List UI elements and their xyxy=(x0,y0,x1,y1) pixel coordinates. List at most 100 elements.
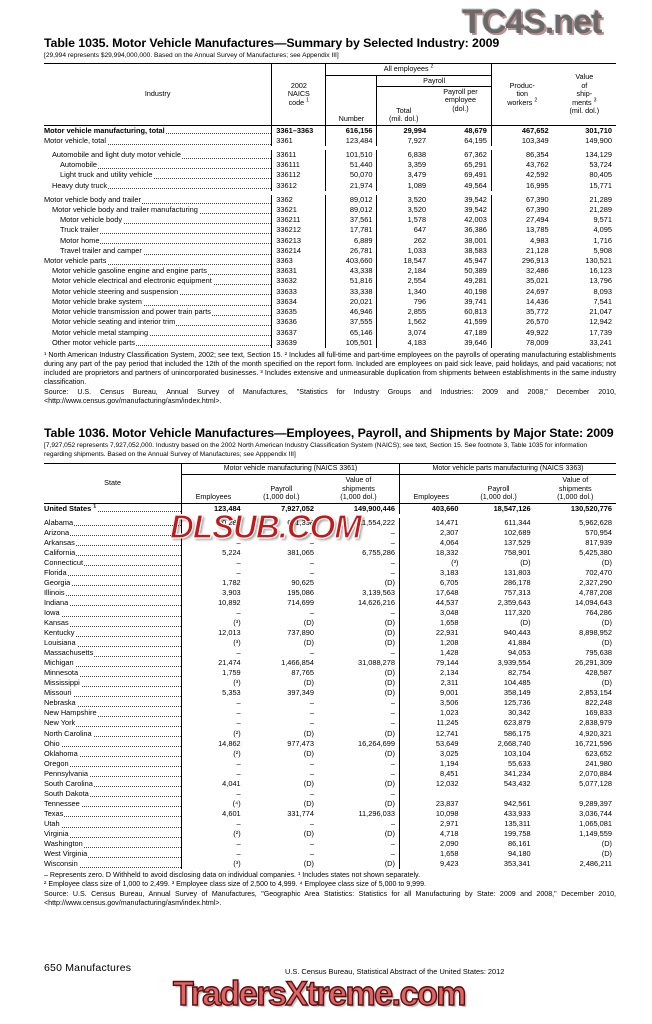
mv-employees: – xyxy=(181,788,245,799)
parts-employees: 2,090 xyxy=(398,839,463,850)
parts-shipments: 5,077,128 xyxy=(579,778,612,788)
payroll-total: 2,554 xyxy=(376,276,431,287)
value-of-shipments: 130,521 xyxy=(585,256,612,266)
state-label: Ohio xyxy=(44,738,182,749)
table-row: Virginia (²) (D) (D) 4,718 199,758 1,149,559 xyxy=(44,829,616,840)
table-row: Georgia 1,782 90,625 (D) 6,705 286,178 2,327,2… xyxy=(44,577,616,588)
mv-shipments: (D) xyxy=(384,798,395,808)
parts-payroll: 104,485 xyxy=(503,678,531,688)
naics-code: 3361–3363 xyxy=(271,125,326,136)
parts-shipments: 26,291,309 xyxy=(575,658,612,668)
parts-employees: 3,025 xyxy=(398,748,463,759)
mv-payroll: 661,398 xyxy=(287,517,315,527)
mv-shipments: – xyxy=(390,698,395,708)
state-label: South Dakota xyxy=(44,788,182,799)
state-label: Kansas xyxy=(44,618,182,628)
parts-shipments: 764,286 xyxy=(585,607,612,617)
mv-payroll: – xyxy=(309,788,315,798)
row-label: Other motor vehicle parts xyxy=(44,337,272,348)
state-label: Tennessee xyxy=(44,798,182,809)
production-workers: 35,021 xyxy=(490,276,553,287)
naics-code: 33637 xyxy=(271,327,326,338)
mv-employees: 5,353 xyxy=(181,688,245,699)
mv-shipments: 3,139,563 xyxy=(362,587,395,597)
mv-employees: (³) xyxy=(181,618,245,629)
header-naics: 2002 NAICS code 1 xyxy=(271,63,326,126)
mv-shipments: 6,755,286 xyxy=(362,547,395,557)
parts-shipments: 3,036,744 xyxy=(579,808,612,818)
parts-employees: 8,451 xyxy=(398,768,463,779)
parts-employees: 2,134 xyxy=(398,668,463,679)
value-of-shipments: 17,739 xyxy=(589,327,612,337)
payroll-per-employee: 67,362 xyxy=(464,150,487,160)
table-row: Motor vehicle, total 3361 123,484 7,927 64,1… xyxy=(44,135,616,147)
state-label: Iowa xyxy=(44,607,182,618)
naics-code: 336211 xyxy=(271,215,326,226)
parts-employees: 10,098 xyxy=(398,808,463,819)
parts-payroll: 18,547,126 xyxy=(493,503,531,513)
mv-employees: – xyxy=(181,537,245,548)
value-of-shipments: 149,900 xyxy=(585,135,612,145)
mv-shipments: (D) xyxy=(384,577,395,587)
value-of-shipments: 21,047 xyxy=(589,307,612,317)
header-group-motor-vehicle-parts-mfg: Motor vehicle parts manufacturing (NAICS… xyxy=(398,463,616,476)
mv-payroll: 1,466,854 xyxy=(281,658,315,668)
table-row: Wisconsin (³) (D) (D) 9,423 353,341 2,486,211 xyxy=(44,859,616,870)
payroll-per-employee: 40,198 xyxy=(464,286,487,296)
header-spacer xyxy=(430,114,491,125)
naics-code: 33636 xyxy=(271,317,326,328)
production-workers: 78,009 xyxy=(490,337,553,348)
parts-shipments: 4,920,321 xyxy=(579,728,612,738)
production-workers: 32,486 xyxy=(490,266,553,277)
mv-payroll: 7,927,052 xyxy=(281,503,315,513)
value-of-shipments: 15,771 xyxy=(589,180,612,190)
naics-code: 33632 xyxy=(271,276,326,287)
mv-employees: 5,224 xyxy=(181,547,245,558)
mv-shipments: 149,900,446 xyxy=(353,503,395,513)
table-row: Missouri 5,353 397,349 (D) 9,001 358,149 2,853… xyxy=(44,688,616,699)
value-of-shipments: 301,710 xyxy=(585,125,612,135)
table-row: Indiana 10,892 714,699 14,626,216 44,537 2,35… xyxy=(44,597,616,608)
table-row: Oregon – – –1,194 55,633 241,980 xyxy=(44,758,616,769)
production-workers: 42,592 xyxy=(490,170,553,181)
state-label: Illinois xyxy=(44,587,182,598)
employees-number: 50,070 xyxy=(325,170,377,181)
row-label: Travel trailer and camper xyxy=(44,245,272,256)
page-source-footer: U.S. Census Bureau, Statistical Abstract… xyxy=(285,967,505,976)
parts-employees: 1,658 xyxy=(398,849,463,860)
table-1036-footnotes: – Represents zero. D Withheld to avoid d… xyxy=(44,871,616,889)
mv-payroll: – xyxy=(309,849,315,859)
footnote-text: ¹ North American Industry Classification… xyxy=(44,350,616,387)
payroll-total: 6,838 xyxy=(376,150,431,161)
mv-payroll: – xyxy=(309,768,315,778)
mv-employees: 4,601 xyxy=(181,808,245,819)
table-row: Automobile 336111 51,440 3,359 65,291 43,762 5… xyxy=(44,160,616,171)
table-row: Massachusetts – – –1,428 94,053 795,638 xyxy=(44,648,616,659)
state-label: Oregon xyxy=(44,758,182,769)
row-label: Motor vehicle steering and suspension xyxy=(44,286,272,297)
parts-shipments: (D) xyxy=(601,849,612,859)
mv-payroll: (D) xyxy=(303,748,315,758)
mv-employees: – xyxy=(181,849,245,860)
payroll-per-employee: 39,542 xyxy=(464,194,487,204)
table-row: Tennessee (⁴) (D) (D) 23,837 942,561 9,289,397 xyxy=(44,798,616,809)
mv-shipments: (D) xyxy=(384,628,395,638)
value-of-shipments: 21,289 xyxy=(589,194,612,204)
mv-payroll: (D) xyxy=(303,728,315,738)
table-row: Illinois 3,903 195,086 3,139,563 17,648 757,3… xyxy=(44,587,616,598)
row-label: Motor vehicle parts xyxy=(44,256,272,266)
payroll-total: 1,562 xyxy=(376,317,431,328)
state-label: United States 1 xyxy=(44,503,182,514)
table-row: Minnesota 1,759 87,765 (D) 2,134 82,754 428,58… xyxy=(44,668,616,679)
header-number: Number xyxy=(325,75,377,126)
parts-shipments: (D) xyxy=(601,557,612,567)
parts-payroll: 131,803 xyxy=(503,567,531,577)
table-row: Motor vehicle electrical and electronic … xyxy=(44,276,616,287)
row-label: Light truck and utility vehicle xyxy=(44,170,272,180)
mv-employees: 12,013 xyxy=(181,628,245,639)
parts-employees: 11,245 xyxy=(398,718,463,729)
table-row: Arizona – – –2,307 102,689 570,954 xyxy=(44,527,616,538)
mv-payroll: – xyxy=(309,567,315,577)
table-row: Motor vehicle parts 3363 403,660 18,547 45,9… xyxy=(44,256,616,267)
